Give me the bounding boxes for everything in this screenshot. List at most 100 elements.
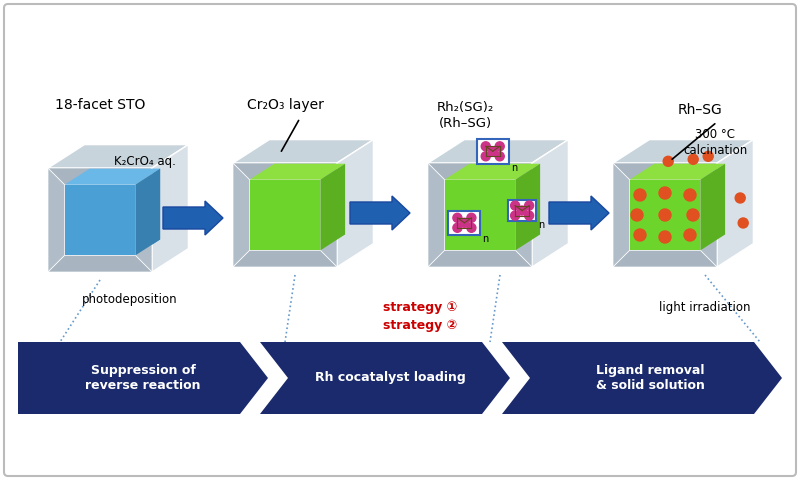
- Polygon shape: [613, 163, 717, 267]
- Circle shape: [688, 154, 698, 164]
- Polygon shape: [337, 140, 374, 267]
- Polygon shape: [428, 163, 532, 267]
- Text: Ligand removal
& solid solution: Ligand removal & solid solution: [595, 364, 705, 392]
- Polygon shape: [152, 144, 189, 272]
- Polygon shape: [320, 164, 345, 251]
- Polygon shape: [233, 140, 374, 163]
- Polygon shape: [445, 164, 540, 180]
- Text: 18-facet STO: 18-facet STO: [55, 98, 145, 112]
- Polygon shape: [700, 164, 725, 251]
- Polygon shape: [613, 251, 717, 267]
- Circle shape: [684, 229, 696, 241]
- Polygon shape: [48, 168, 152, 272]
- Polygon shape: [515, 164, 540, 251]
- FancyArrow shape: [350, 196, 410, 230]
- Circle shape: [467, 223, 476, 232]
- Circle shape: [738, 218, 748, 228]
- Polygon shape: [260, 342, 510, 414]
- Text: 300 °C: 300 °C: [695, 129, 735, 142]
- Circle shape: [510, 201, 520, 210]
- Polygon shape: [320, 163, 337, 267]
- Polygon shape: [428, 251, 532, 267]
- FancyBboxPatch shape: [4, 4, 796, 476]
- Circle shape: [634, 229, 646, 241]
- Text: n: n: [510, 163, 517, 172]
- Polygon shape: [48, 255, 152, 272]
- Text: K₂CrO₄ aq.: K₂CrO₄ aq.: [114, 156, 176, 168]
- Polygon shape: [613, 163, 630, 267]
- Polygon shape: [428, 163, 445, 267]
- Polygon shape: [48, 144, 189, 168]
- Circle shape: [663, 156, 674, 166]
- Polygon shape: [233, 163, 337, 267]
- FancyBboxPatch shape: [448, 211, 480, 235]
- Circle shape: [659, 209, 671, 221]
- Polygon shape: [250, 164, 345, 180]
- Polygon shape: [532, 140, 568, 267]
- FancyArrow shape: [549, 196, 609, 230]
- Circle shape: [684, 189, 696, 201]
- Polygon shape: [65, 169, 160, 185]
- Text: Rh–SG: Rh–SG: [678, 103, 722, 117]
- Polygon shape: [18, 342, 268, 414]
- FancyBboxPatch shape: [477, 139, 509, 164]
- Circle shape: [525, 211, 534, 220]
- Polygon shape: [428, 140, 568, 163]
- Polygon shape: [135, 168, 152, 272]
- Circle shape: [525, 201, 534, 210]
- Polygon shape: [48, 168, 65, 272]
- Polygon shape: [233, 163, 250, 267]
- Circle shape: [482, 142, 490, 151]
- Circle shape: [460, 218, 469, 228]
- Circle shape: [518, 206, 526, 215]
- Polygon shape: [532, 140, 568, 267]
- Polygon shape: [428, 140, 568, 163]
- Circle shape: [659, 187, 671, 199]
- Polygon shape: [630, 180, 700, 251]
- Text: strategy ②: strategy ②: [383, 320, 457, 333]
- Circle shape: [453, 213, 462, 222]
- Polygon shape: [337, 140, 374, 267]
- Polygon shape: [48, 144, 189, 168]
- Text: Cr₂O₃ layer: Cr₂O₃ layer: [246, 98, 323, 112]
- Polygon shape: [65, 185, 135, 255]
- Circle shape: [482, 152, 490, 161]
- Text: (Rh–SG): (Rh–SG): [438, 118, 491, 131]
- Polygon shape: [65, 169, 160, 185]
- Polygon shape: [233, 140, 374, 163]
- Polygon shape: [613, 140, 754, 163]
- Text: Suppression of
reverse reaction: Suppression of reverse reaction: [86, 364, 201, 392]
- Text: Rh cocatalyst loading: Rh cocatalyst loading: [314, 372, 466, 384]
- Polygon shape: [613, 163, 717, 180]
- Polygon shape: [233, 251, 337, 267]
- Circle shape: [687, 209, 699, 221]
- Circle shape: [659, 231, 671, 243]
- Polygon shape: [445, 180, 515, 251]
- Polygon shape: [135, 169, 160, 255]
- Polygon shape: [48, 168, 152, 185]
- Text: photodeposition: photodeposition: [82, 293, 178, 307]
- Polygon shape: [700, 163, 717, 267]
- FancyArrow shape: [163, 201, 223, 235]
- FancyBboxPatch shape: [508, 200, 536, 221]
- Circle shape: [453, 223, 462, 232]
- Polygon shape: [717, 140, 754, 267]
- Circle shape: [631, 209, 643, 221]
- Text: n: n: [482, 234, 489, 244]
- Text: strategy ①: strategy ①: [383, 301, 457, 314]
- Polygon shape: [250, 180, 320, 251]
- Circle shape: [510, 211, 520, 220]
- Polygon shape: [502, 342, 782, 414]
- Polygon shape: [717, 140, 754, 267]
- Circle shape: [488, 147, 498, 156]
- Polygon shape: [630, 164, 725, 180]
- Polygon shape: [515, 163, 532, 267]
- Polygon shape: [152, 144, 189, 272]
- Text: light irradiation: light irradiation: [659, 301, 750, 314]
- Circle shape: [467, 213, 476, 222]
- Polygon shape: [428, 163, 532, 180]
- Text: n: n: [538, 220, 544, 230]
- Text: calcination: calcination: [683, 144, 747, 156]
- Polygon shape: [135, 169, 160, 255]
- Circle shape: [634, 189, 646, 201]
